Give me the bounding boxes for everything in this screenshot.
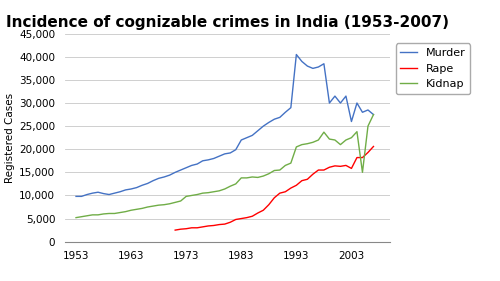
- Rape: [172, 228, 178, 232]
- Murder: [128, 187, 134, 191]
- Murder: [144, 182, 150, 185]
- Rape: [332, 164, 338, 167]
- Title: Incidence of cognizable crimes in India (1953-2007): Incidence of cognizable crimes in India …: [6, 15, 449, 30]
- Rape: [250, 215, 256, 218]
- Kidnap: [183, 195, 189, 198]
- Rape: [222, 223, 228, 226]
- Kidnap: [128, 209, 134, 212]
- Rape: [277, 191, 283, 195]
- Murder: [370, 113, 376, 116]
- Rape: [370, 145, 376, 148]
- Rape: [316, 168, 322, 172]
- Murder: [106, 193, 112, 196]
- Rape: [288, 186, 294, 190]
- Rape: [310, 173, 316, 176]
- Rape: [255, 211, 261, 215]
- Rape: [365, 151, 371, 154]
- Legend: Murder, Rape, Kidnap: Murder, Rape, Kidnap: [396, 44, 470, 94]
- Rape: [321, 168, 327, 172]
- Kidnap: [73, 216, 79, 219]
- Line: Murder: Murder: [76, 55, 374, 196]
- Rape: [200, 225, 205, 228]
- Rape: [210, 224, 216, 227]
- Line: Rape: Rape: [175, 146, 374, 230]
- Rape: [216, 223, 222, 226]
- Rape: [260, 209, 266, 212]
- Rape: [348, 167, 354, 170]
- Rape: [282, 190, 288, 193]
- Rape: [238, 217, 244, 220]
- Kidnap: [106, 212, 112, 215]
- Rape: [233, 218, 239, 221]
- Rape: [183, 227, 189, 230]
- Rape: [294, 183, 300, 187]
- Kidnap: [338, 143, 344, 146]
- Rape: [178, 228, 184, 231]
- Rape: [360, 156, 366, 159]
- Murder: [365, 108, 371, 112]
- Murder: [183, 166, 189, 169]
- Rape: [304, 178, 310, 181]
- Rape: [244, 216, 250, 219]
- Murder: [294, 53, 300, 56]
- Rape: [188, 226, 194, 230]
- Line: Kidnap: Kidnap: [76, 115, 374, 217]
- Rape: [354, 156, 360, 159]
- Rape: [338, 165, 344, 168]
- Rape: [205, 224, 211, 228]
- Rape: [299, 179, 305, 182]
- Rape: [272, 196, 278, 200]
- Murder: [343, 94, 349, 98]
- Y-axis label: Registered Cases: Registered Cases: [5, 93, 15, 183]
- Kidnap: [370, 113, 376, 116]
- Murder: [73, 195, 79, 198]
- Rape: [228, 221, 234, 224]
- Rape: [343, 164, 349, 167]
- Rape: [194, 226, 200, 230]
- Kidnap: [144, 205, 150, 209]
- Rape: [266, 203, 272, 206]
- Kidnap: [365, 124, 371, 128]
- Rape: [326, 166, 332, 169]
